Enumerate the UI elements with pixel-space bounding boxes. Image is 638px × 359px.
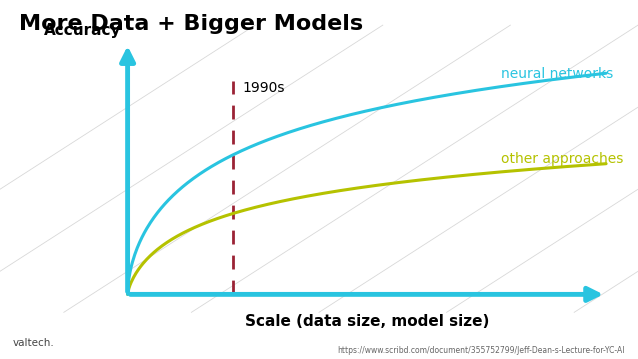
- Text: Scale (data size, model size): Scale (data size, model size): [244, 314, 489, 329]
- Text: neural networks: neural networks: [501, 67, 613, 81]
- Text: other approaches: other approaches: [501, 153, 623, 167]
- Text: 1990s: 1990s: [242, 80, 285, 94]
- Text: valtech.: valtech.: [13, 338, 54, 348]
- Text: https://www.scribd.com/document/355752799/Jeff-Dean-s-Lecture-for-YC-AI: https://www.scribd.com/document/35575279…: [338, 346, 625, 355]
- Text: More Data + Bigger Models: More Data + Bigger Models: [19, 14, 363, 34]
- Text: Accuracy: Accuracy: [44, 23, 121, 38]
